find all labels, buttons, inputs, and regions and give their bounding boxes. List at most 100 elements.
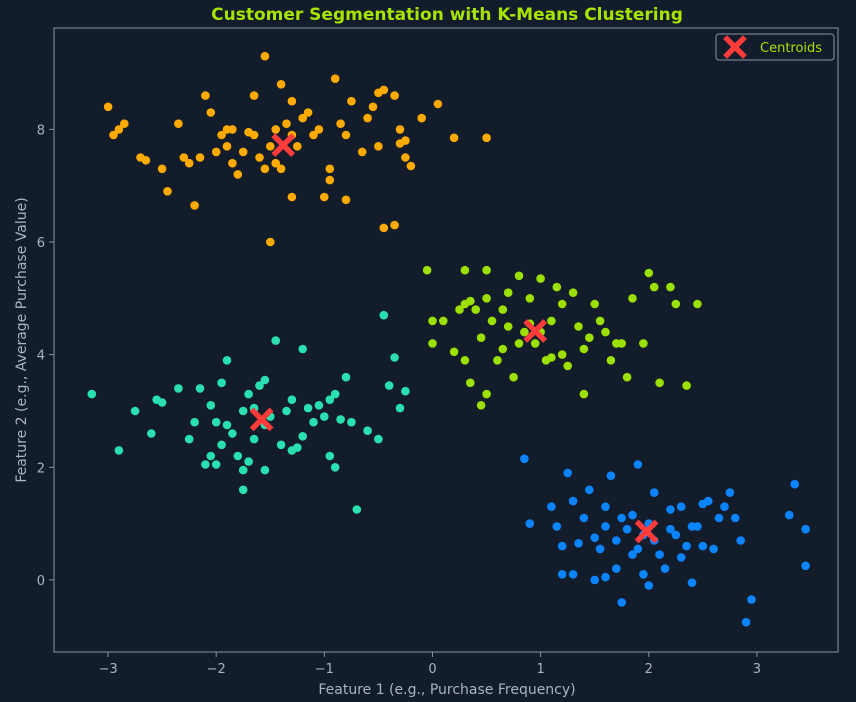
cluster-1-point: [287, 96, 297, 106]
cluster-1-point: [233, 170, 243, 179]
cluster-4-point: [649, 488, 659, 497]
cluster-1-point: [217, 130, 226, 140]
cluster-2-point: [439, 316, 448, 326]
cluster-1-point: [249, 91, 259, 100]
cluster-1-point: [390, 220, 399, 230]
cluster-1-point: [368, 102, 378, 112]
cluster-3-point: [114, 446, 124, 455]
cluster-1-point: [357, 147, 367, 157]
cluster-4-point: [725, 488, 735, 497]
cluster-1-point: [238, 147, 248, 157]
cluster-4-point: [790, 479, 799, 489]
cluster-3-point: [276, 440, 286, 450]
cluster-4-point: [590, 533, 599, 542]
cluster-3-point: [249, 434, 259, 444]
cluster-1-point: [449, 133, 459, 143]
cluster-2-point: [590, 299, 599, 309]
cluster-3-point: [363, 426, 372, 436]
cluster-2-point: [466, 378, 475, 388]
centroid-marker-3: [249, 407, 274, 432]
x-tick-label: 1: [536, 662, 544, 677]
cluster-1-point: [482, 133, 491, 143]
x-tick-label: −3: [98, 662, 117, 677]
cluster-2-point: [498, 305, 508, 314]
cluster-1-point: [157, 164, 167, 174]
cluster-1-point: [276, 80, 286, 89]
cluster-2-point: [557, 299, 567, 309]
cluster-4-point: [585, 485, 594, 495]
cluster-4-point: [628, 510, 637, 520]
cluster-3-point: [195, 384, 205, 393]
cluster-3-point: [238, 485, 248, 495]
cluster-2-point: [530, 339, 540, 348]
cluster-1-point: [374, 142, 383, 151]
cluster-4-point: [574, 539, 583, 548]
cluster-1-point: [325, 164, 335, 174]
cluster-3-point: [330, 463, 340, 472]
cluster-1-point: [163, 187, 172, 196]
cluster-2-point: [682, 381, 691, 390]
cluster-1-point: [260, 51, 270, 61]
cluster-2-point: [547, 316, 556, 326]
cluster-2-point: [482, 294, 491, 303]
cluster-3-point: [238, 406, 248, 416]
cluster-4-point: [666, 505, 675, 514]
cluster-2-point: [568, 288, 578, 298]
x-tick-label: 3: [753, 662, 761, 677]
cluster-3-point: [255, 381, 264, 390]
cluster-1-point: [222, 142, 232, 151]
cluster-1-point: [266, 142, 275, 151]
cluster-2-point: [552, 282, 562, 292]
y-tick-label: 8: [37, 123, 45, 138]
cluster-2-point: [498, 344, 508, 354]
plot-frame: [53, 27, 839, 653]
cluster-2-point: [574, 322, 583, 331]
cluster-4-point: [617, 513, 626, 523]
cluster-2-point: [422, 265, 432, 275]
cluster-2-point: [509, 372, 518, 382]
cluster-4-point: [747, 595, 756, 604]
cluster-1-point: [195, 153, 205, 162]
cluster-1-point: [255, 153, 264, 162]
cluster-3-point: [298, 432, 308, 441]
cluster-2-point: [563, 361, 572, 371]
cluster-4-point: [666, 524, 675, 534]
points-layer: [87, 51, 810, 627]
cluster-3-point: [147, 429, 156, 438]
cluster-2-point: [514, 271, 524, 281]
cluster-2-point: [666, 282, 675, 292]
x-axis-ticks: −3 −2 −1 0 1 2 3: [98, 652, 761, 677]
cluster-4-point: [601, 572, 610, 582]
centroid-marker-1: [271, 133, 296, 157]
cluster-1-point: [341, 195, 351, 205]
cluster-2-point: [476, 333, 486, 343]
cluster-4-point: [601, 502, 610, 512]
cluster-4-point: [606, 471, 616, 481]
cluster-4-point: [741, 617, 751, 627]
cluster-4-point: [682, 541, 691, 551]
y-tick-label: 6: [37, 236, 45, 251]
cluster-1-point: [276, 164, 286, 174]
y-tick-label: 4: [37, 349, 45, 364]
cluster-4-point: [633, 544, 643, 554]
cluster-1-point: [395, 125, 405, 134]
cluster-4-point: [557, 570, 567, 579]
cluster-3-point: [309, 417, 318, 427]
cluster-2-point: [503, 288, 513, 298]
cluster-4-point: [720, 502, 729, 512]
cluster-4-point: [563, 468, 572, 478]
cluster-2-point: [557, 350, 567, 359]
cluster-3-point: [206, 401, 216, 410]
cluster-3-point: [336, 415, 345, 424]
cluster-3-point: [217, 440, 226, 450]
cluster-1-point: [298, 113, 308, 123]
cluster-3-point: [325, 395, 335, 405]
cluster-3-point: [190, 417, 199, 427]
cluster-3-point: [238, 465, 248, 475]
cluster-3-point: [222, 420, 232, 430]
y-tick-label: 0: [37, 574, 45, 589]
cluster-4-point: [698, 541, 708, 551]
cluster-3-point: [244, 389, 253, 399]
